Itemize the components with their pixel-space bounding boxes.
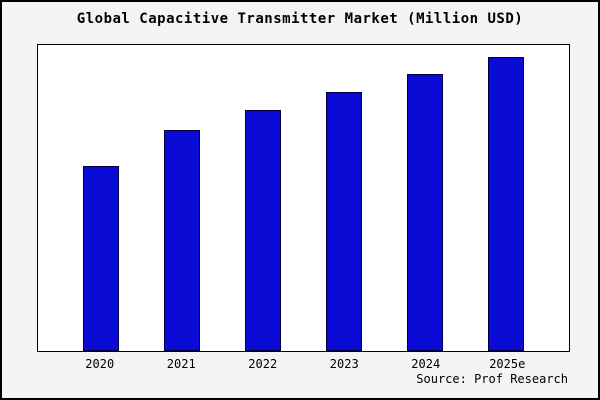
- bar-column-2023: [304, 45, 385, 351]
- x-tick-label-2021: 2021: [166, 357, 196, 371]
- bar-2023: [326, 92, 363, 351]
- x-axis-labels: 2020 2021 2022 2023 2024 2025e: [37, 354, 570, 371]
- x-tick-label-2022: 2022: [248, 357, 278, 371]
- x-tick-label-2020: 2020: [85, 357, 115, 371]
- x-tick-label-2023: 2023: [329, 357, 359, 371]
- x-tick-label-2024: 2024: [411, 357, 441, 371]
- bar-column-2020: [60, 45, 141, 351]
- x-tick-label-2025e: 2025e: [489, 357, 526, 371]
- chart-title: Global Capacitive Transmitter Market (Mi…: [76, 11, 524, 27]
- bar-2024: [407, 74, 444, 351]
- bar-column-2024: [385, 45, 466, 351]
- plot-area: [37, 44, 570, 352]
- bar-column-2021: [141, 45, 222, 351]
- source-text: Source: Prof Research: [416, 372, 568, 386]
- bar-column-2022: [222, 45, 303, 351]
- bar-2021: [163, 130, 200, 351]
- bar-2020: [82, 165, 119, 351]
- bar-2025e: [488, 56, 525, 351]
- bar-2022: [244, 109, 281, 351]
- bar-column-2025e: [466, 45, 547, 351]
